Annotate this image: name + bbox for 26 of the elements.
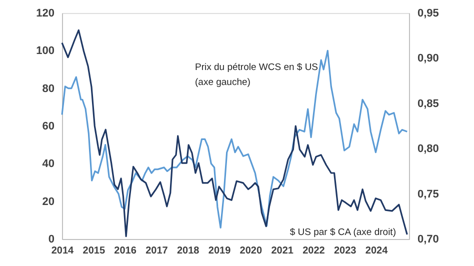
x-tick-label: 2015	[82, 246, 106, 256]
y2-tick-label: 0,85	[418, 98, 439, 110]
x-tick-label: 2016	[114, 246, 137, 256]
y2-tick-label: 0,90	[418, 52, 439, 65]
y2-tick-label: 0,75	[418, 188, 439, 200]
x-tick-label: 2017	[146, 246, 168, 256]
x-tick-label: 2020	[240, 246, 262, 256]
series-label: Prix du pétrole WCS en $ US (axe gauche)	[195, 62, 318, 88]
y-tick-label: 60	[42, 120, 54, 132]
y-tick-label: 120	[36, 8, 54, 20]
x-tick-label: 2023	[334, 246, 357, 256]
x-tick-label: 2019	[208, 246, 232, 256]
y-tick-label: 40	[42, 158, 54, 170]
y-tick-label: 20	[42, 196, 54, 208]
x-tick-label: 2021	[271, 246, 294, 256]
y-tick-label: 100	[36, 45, 54, 58]
y2-tick-label: 0,70	[418, 234, 439, 246]
y-tick-label: 0	[48, 234, 54, 246]
x-tick-label: 2014	[51, 246, 74, 256]
y2-tick-label: 0,80	[418, 143, 439, 156]
x-tick-label: 2018	[176, 246, 200, 256]
y-tick-label: 80	[42, 82, 54, 95]
x-tick-label: 2022	[302, 246, 326, 256]
y2-tick-label: 0,95	[418, 8, 439, 20]
series-label: $ US par $ CA (axe droit)	[290, 227, 396, 238]
x-tick-label: 2024	[365, 246, 388, 256]
